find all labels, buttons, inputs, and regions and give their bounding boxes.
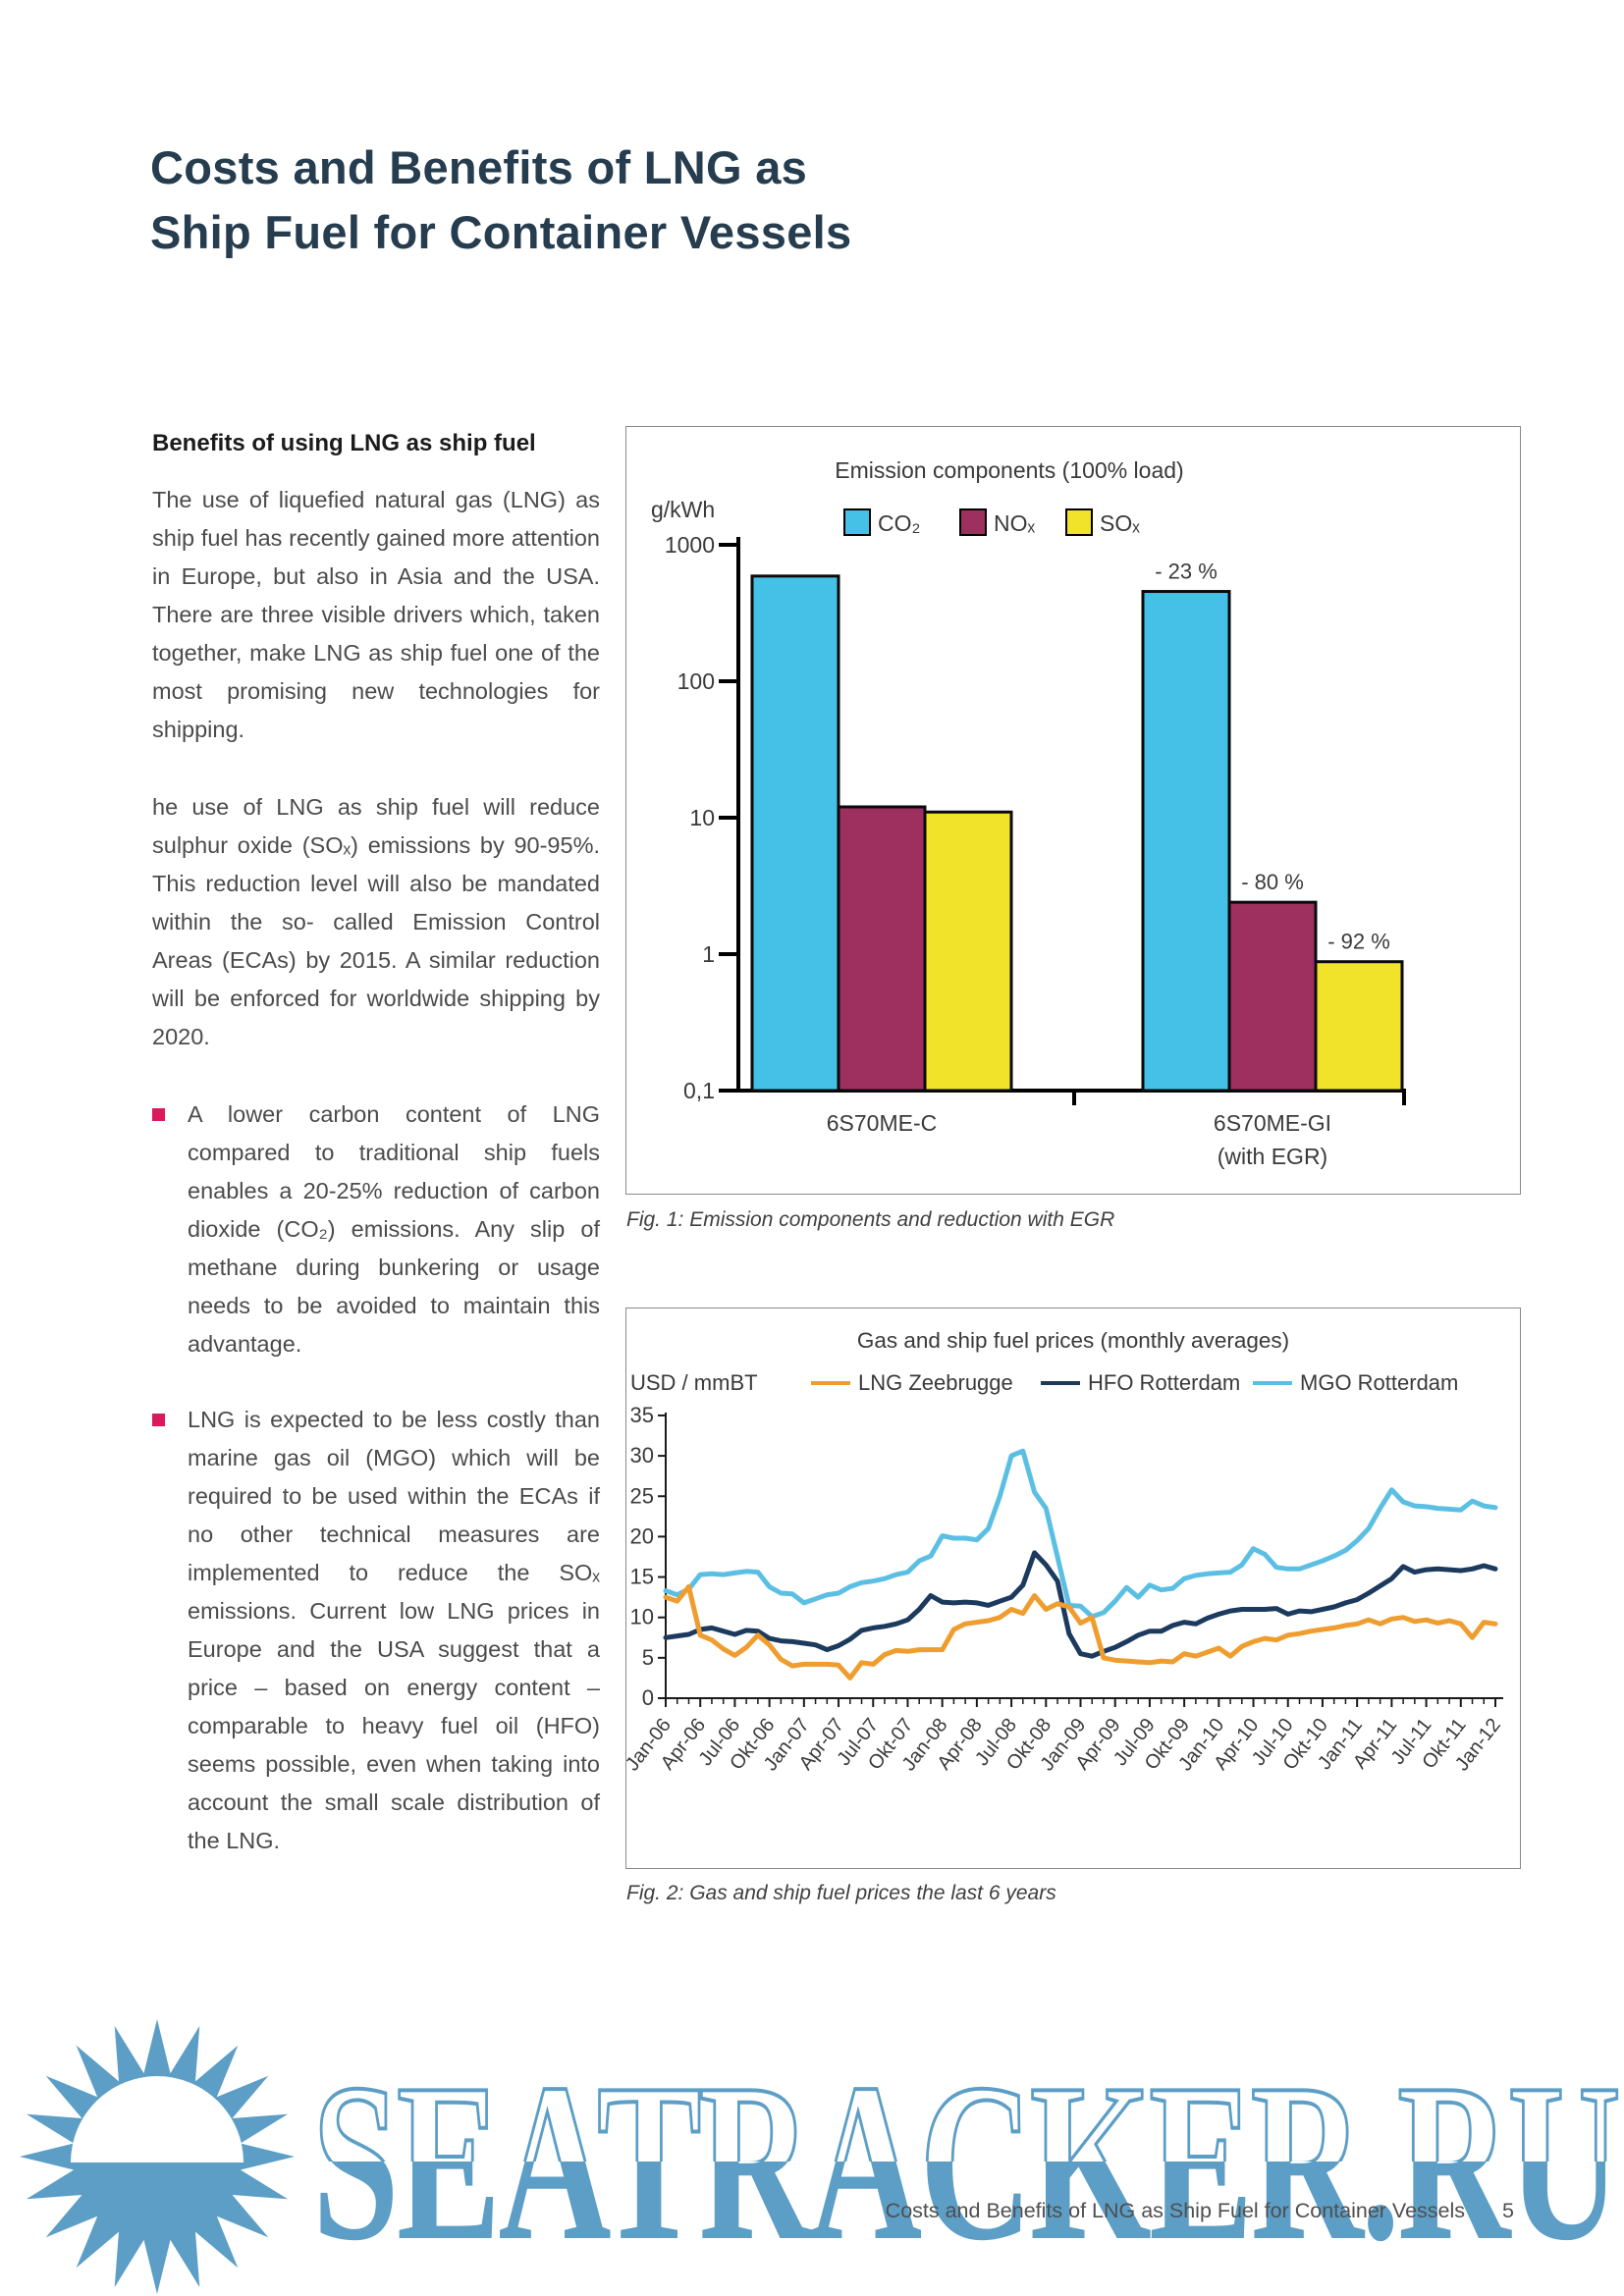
fig1-caption: Fig. 1: Emission components and reductio… — [626, 1208, 1115, 1231]
body-text-column: Benefits of using LNG as ship fuel The u… — [152, 430, 600, 1897]
bar-6S70ME-GI-0 — [1141, 590, 1231, 1093]
bullet-text-co2: A lower carbon content of LNG compared t… — [188, 1101, 600, 1357]
footer-page-number: 5 — [1502, 2199, 1514, 2222]
legend-label-0: CO₂ — [878, 510, 920, 536]
group-label-1: 6S70ME-GI — [1214, 1110, 1331, 1136]
y-tick-5: 5 — [642, 1645, 654, 1670]
series-line-HFO Rotterdam — [663, 1550, 1498, 1659]
svg-text:Gas and ship fuel prices (mont: Gas and ship fuel prices (monthly averag… — [857, 1328, 1289, 1353]
bar-6S70ME-C-1 — [837, 805, 927, 1093]
legend-swatch-1 — [959, 508, 987, 536]
bar-6S70ME-C-0 — [750, 574, 840, 1093]
page-title-line2: Ship Fuel for Container Vessels — [150, 206, 852, 258]
y-tick-0,1: 0,1 — [683, 1078, 715, 1103]
bullet-text-cost: LNG is expected to be less costly than m… — [188, 1407, 600, 1853]
watermark: SEATRACKER.RU SEATRACKER.RU — [0, 2002, 1624, 2296]
legend-label-1: HFO Rotterdam — [1088, 1370, 1240, 1395]
price-chart-svg: Gas and ship fuel prices (monthly averag… — [622, 1328, 1505, 1775]
legend-label-1: NOₓ — [994, 510, 1036, 536]
page-title: Costs and Benefits of LNG as Ship Fuel f… — [150, 135, 851, 265]
reduction-label-2: - 92 % — [1327, 930, 1390, 954]
emission-chart-svg: Emission components (100% load) CO₂ NOₓ SOₓ… — [651, 457, 1406, 1169]
section-heading: Benefits of using LNG as ship fuel — [152, 430, 536, 456]
bullet-square-icon — [152, 1108, 165, 1121]
y-tick-15: 15 — [630, 1565, 654, 1589]
watermark-text: SEATRACKER.RU SEATRACKER.RU — [312, 2035, 1624, 2284]
fig2-fuel-price-line-chart: Gas and ship fuel prices (monthly averag… — [622, 1308, 1521, 1869]
y-tick-10: 10 — [630, 1605, 654, 1629]
fig1-emission-bar-chart: Emission components (100% load) CO₂ NOₓ SOₓ… — [625, 426, 1521, 1195]
y-tick-0: 0 — [642, 1685, 654, 1710]
fig2-caption: Fig. 2: Gas and ship fuel prices the las… — [626, 1882, 1056, 1904]
watermark-text-top: SEATRACKER.RU — [312, 2037, 1618, 2284]
bullet-square-icon — [152, 1414, 165, 1426]
y-tick-25: 25 — [630, 1483, 654, 1508]
legend-label-2: SOₓ — [1100, 510, 1140, 536]
watermark-text-bottom: SEATRACKER.RU — [312, 2037, 1618, 2284]
y-axis-label: USD / mmBT — [630, 1370, 758, 1395]
y-tick-1000: 1000 — [665, 532, 715, 558]
group-sublabel-1: (with EGR) — [1218, 1144, 1327, 1169]
sun-logo-icon — [20, 2019, 295, 2294]
y-tick-30: 30 — [630, 1443, 654, 1468]
bullet-item-co2: A lower carbon content of LNG compared t… — [152, 1095, 600, 1363]
sun-dome — [71, 2076, 244, 2163]
legend-label-0: LNG Zeebrugge — [858, 1370, 1013, 1395]
page-footer: Costs and Benefits of LNG as Ship Fuel f… — [886, 2199, 1514, 2223]
bar-6S70ME-GI-2 — [1314, 960, 1404, 1093]
sox-reduction-paragraph: he use of LNG as ship fuel will reduce s… — [152, 794, 600, 1049]
group-label-0: 6S70ME-C — [827, 1110, 937, 1136]
legend-label-2: MGO Rotterdam — [1300, 1370, 1458, 1395]
y-tick-100: 100 — [677, 668, 715, 694]
page-title-line1: Costs and Benefits of LNG as — [150, 141, 808, 193]
bar-6S70ME-GI-1 — [1227, 900, 1318, 1093]
reduction-label-0: - 23 % — [1155, 560, 1218, 584]
svg-text:Emission components (100% load: Emission components (100% load) — [835, 457, 1183, 483]
bar-6S70ME-C-2 — [923, 810, 1013, 1093]
bullet-item-cost: LNG is expected to be less costly than m… — [152, 1401, 600, 1860]
y-tick-35: 35 — [630, 1403, 654, 1427]
y-tick-10: 10 — [689, 805, 715, 830]
series-line-MGO Rotterdam — [663, 1448, 1498, 1620]
y-tick-1: 1 — [702, 941, 715, 967]
series-line-LNG Zeebrugge — [663, 1583, 1498, 1681]
legend-swatch-2 — [1065, 508, 1093, 536]
y-tick-20: 20 — [630, 1523, 654, 1548]
legend-swatch-0 — [843, 508, 871, 536]
intro-paragraph: The use of liquefied natural gas (LNG) a… — [152, 487, 600, 742]
footer-title: Costs and Benefits of LNG as Ship Fuel f… — [885, 2199, 1466, 2222]
y-axis-label: g/kWh — [651, 497, 715, 522]
reduction-label-1: - 80 % — [1241, 870, 1304, 894]
